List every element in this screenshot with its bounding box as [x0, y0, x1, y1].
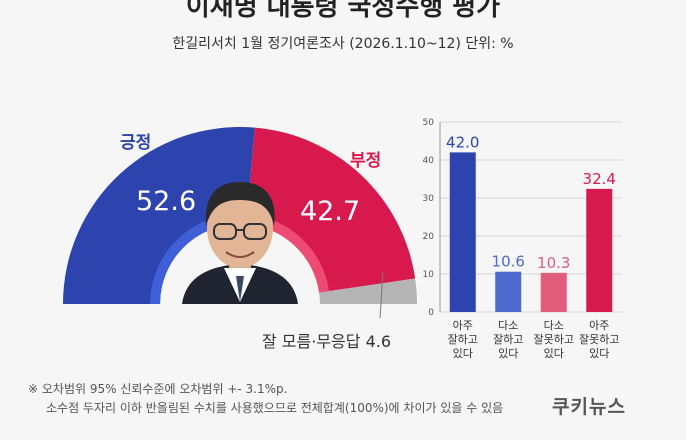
- category-label: 다소: [498, 319, 518, 332]
- bar: [449, 152, 476, 312]
- y-tick-label: 10: [423, 270, 435, 280]
- bar-value-label: 10.3: [537, 254, 570, 272]
- bar-value-label: 42.0: [446, 133, 479, 151]
- category-label: 잘하고: [448, 332, 478, 346]
- positive-label: 긍정: [120, 133, 152, 153]
- category-label: 잘하고: [493, 332, 523, 346]
- unknown-leader-line: [379, 271, 384, 319]
- publisher-logo: 쿠키뉴스: [552, 396, 626, 418]
- bar-value-label: 32.4: [583, 170, 616, 188]
- bar: [495, 271, 522, 312]
- y-tick-label: 0: [428, 308, 434, 318]
- approval-gauge-chart: [63, 126, 417, 319]
- category-label: 아주: [589, 319, 609, 332]
- person-portrait-icon: [182, 182, 298, 304]
- category-label: 다소: [544, 319, 564, 332]
- positive-value-label: 52.6: [136, 186, 197, 217]
- footnote-line-1: ※ 오차범위 95% 신뢰수준에 오차범위 +- 3.1%p.: [28, 382, 288, 396]
- unknown-label: 잘 모름·무응답 4.6: [262, 332, 392, 351]
- chart-title: 이재명 대통령 국정수행 평가: [185, 0, 501, 22]
- y-tick-label: 40: [423, 156, 435, 166]
- category-label: 잘못하고: [579, 332, 619, 346]
- breakdown-bar-chart: 0102030405042.0아주잘하고있다10.6다소잘하고있다10.3다소잘…: [423, 118, 622, 360]
- category-label: 있다: [589, 347, 609, 360]
- y-tick-label: 30: [423, 194, 435, 204]
- gauge-segment-negative: [246, 127, 416, 293]
- gauge-segment-positive: [63, 126, 255, 304]
- chart-subtitle: 한길리서치 1월 정기여론조사 (2026.1.10~12) 단위: %: [172, 36, 514, 52]
- negative-label: 부정: [350, 151, 382, 171]
- category-label: 아주: [453, 319, 473, 332]
- footnote-line-2: 소수점 두자리 이하 반올림된 수치를 사용했으므로 전체합계(100%)에 차…: [46, 401, 504, 415]
- gauge-segment-unknown: [319, 278, 417, 304]
- category-label: 잘못하고: [534, 332, 574, 346]
- bar: [540, 272, 567, 312]
- bar-value-label: 10.6: [492, 253, 525, 271]
- category-label: 있다: [498, 347, 518, 360]
- category-label: 있다: [544, 347, 564, 360]
- footnote: ※ 오차범위 95% 신뢰수준에 오차범위 +- 3.1%p. 소수점 두자리 …: [28, 380, 503, 418]
- y-tick-label: 50: [423, 118, 435, 128]
- bar: [586, 188, 613, 312]
- negative-value-label: 42.7: [300, 196, 361, 227]
- y-tick-label: 20: [423, 232, 435, 242]
- category-label: 있다: [453, 347, 473, 360]
